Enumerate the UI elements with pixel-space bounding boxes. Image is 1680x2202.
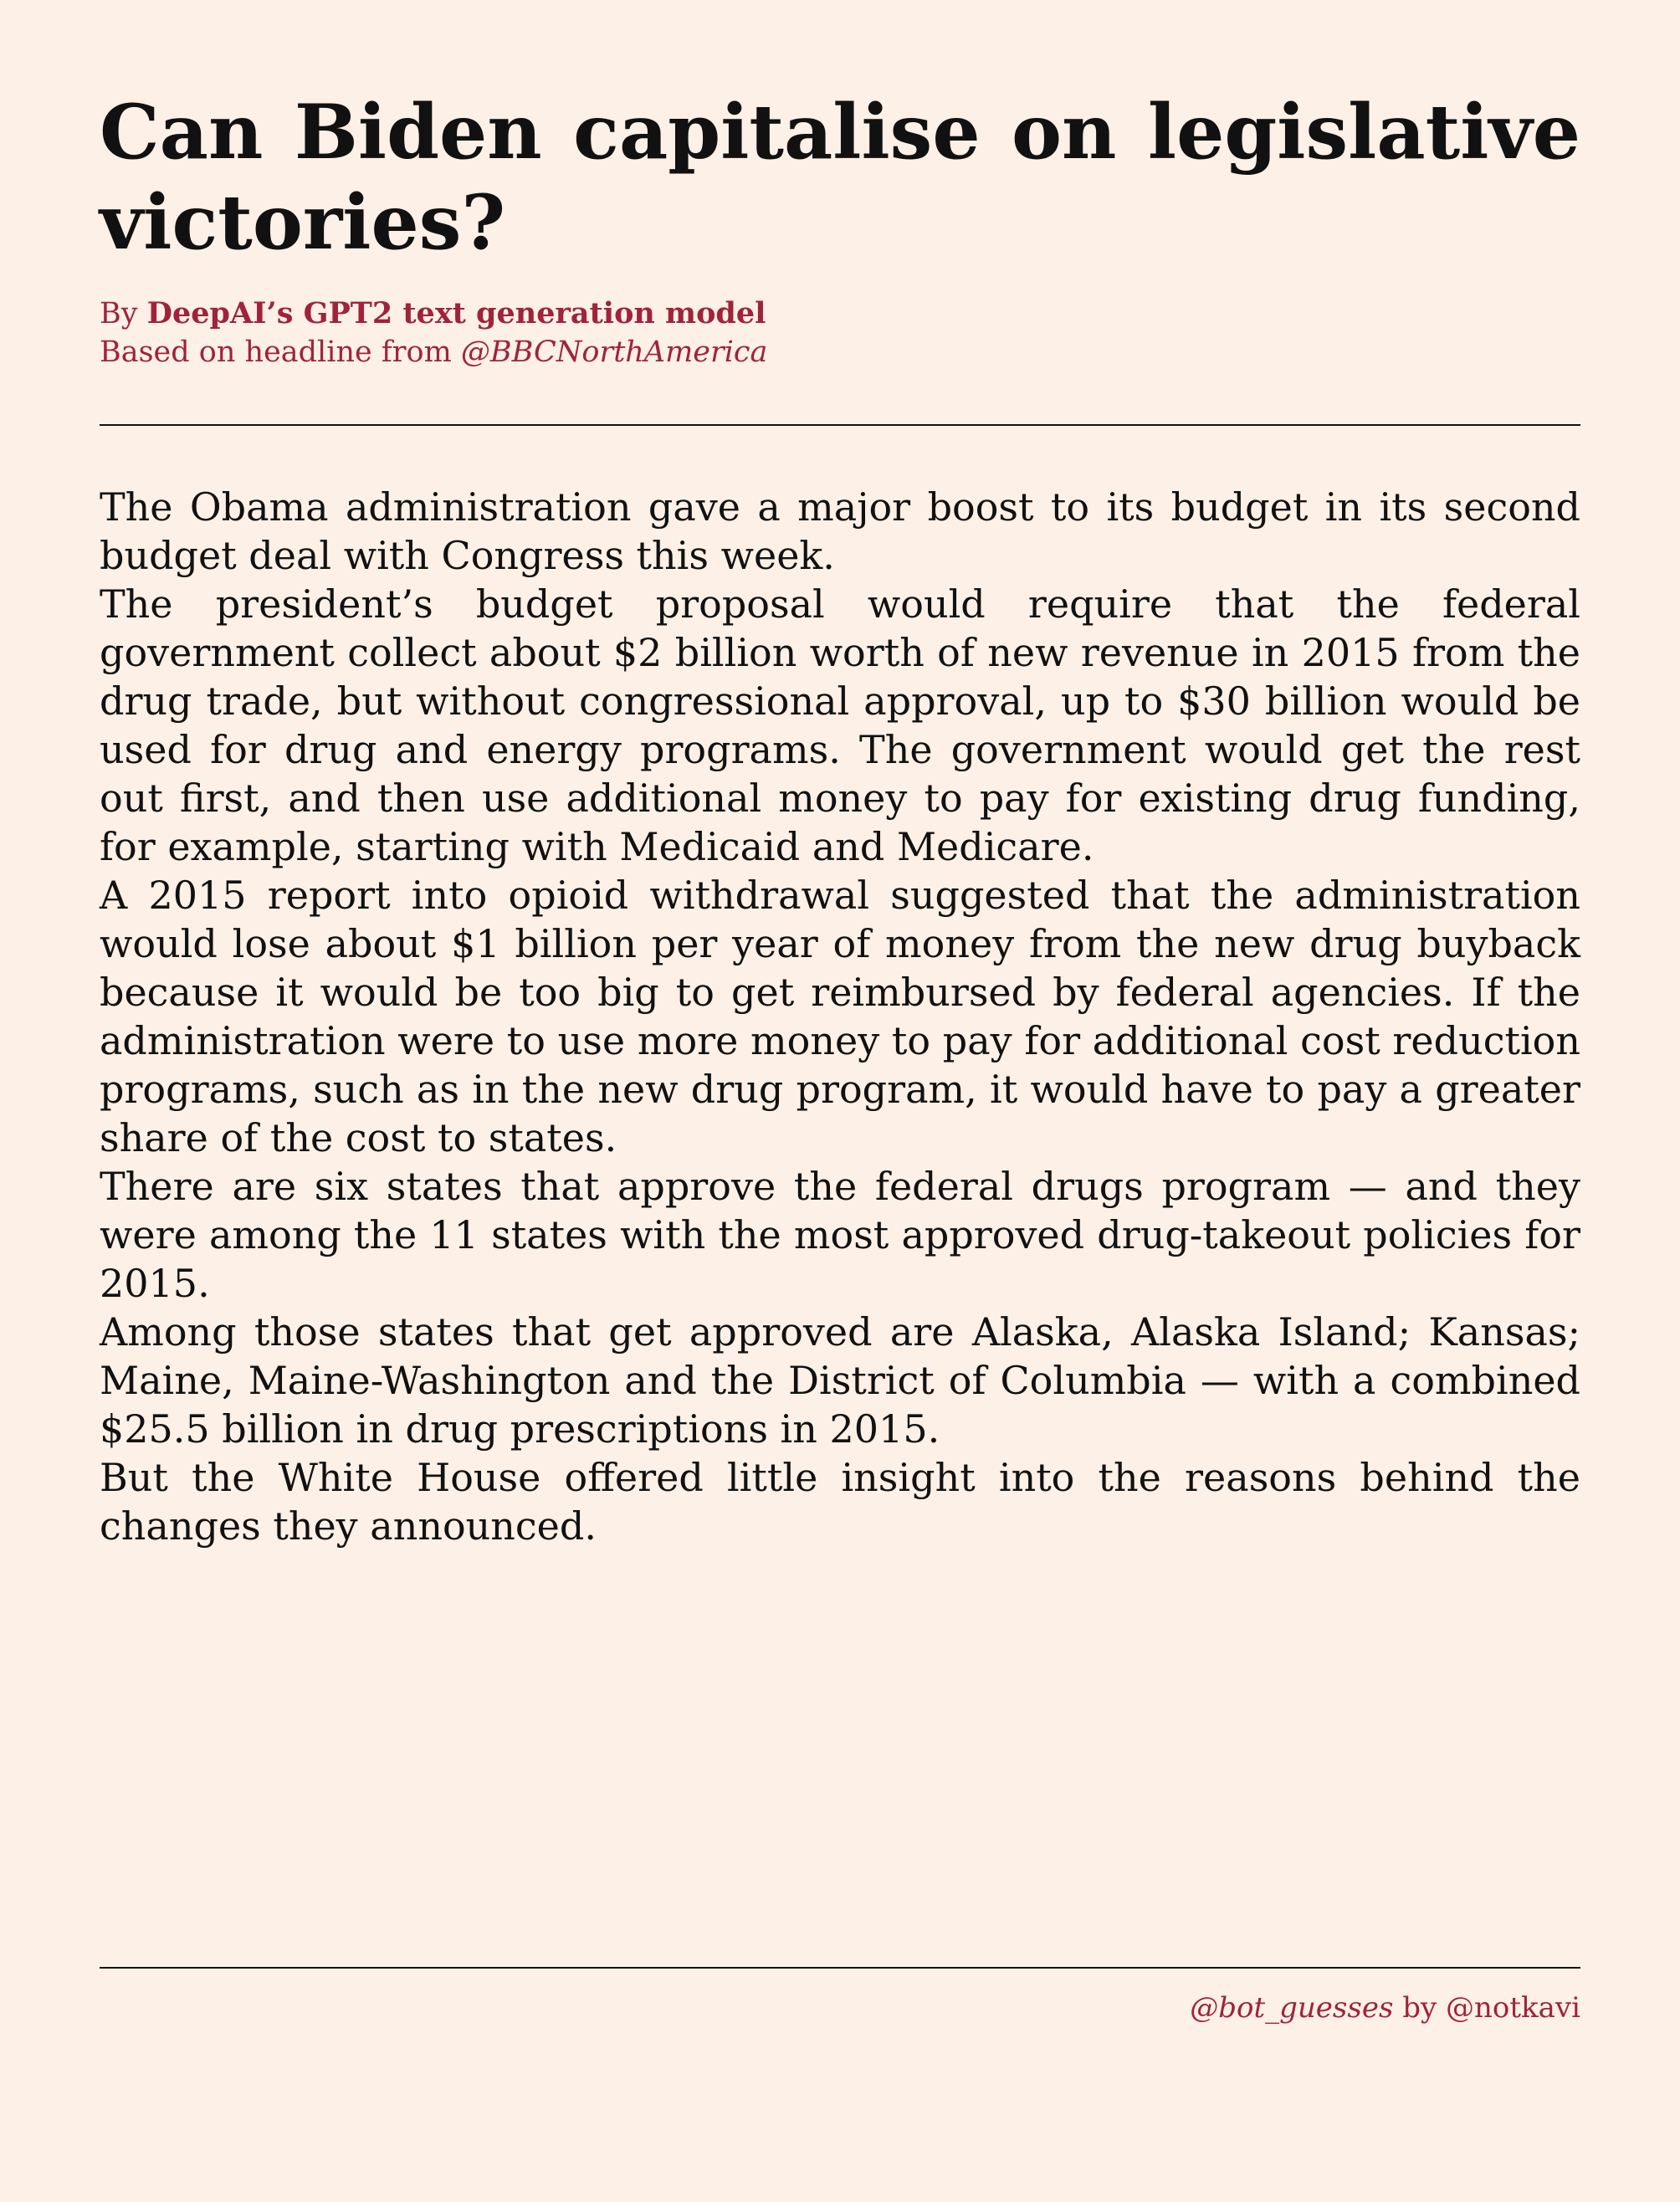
source-handle[interactable]: @BBCNorthAmerica (460, 335, 768, 369)
body-paragraph: But the White House offered little insig… (100, 1455, 1580, 1549)
footer-credit: @bot_guesses by @notkavi (1190, 1989, 1580, 2026)
body-paragraph: The Obama administration gave a major bo… (100, 484, 1580, 578)
credit-by: by (1393, 1991, 1446, 2025)
source-line: Based on headline from @BBCNorthAmerica (100, 333, 1580, 371)
bottom-divider (100, 1967, 1580, 1969)
byline-prefix: By (100, 297, 147, 330)
body-paragraph: The president’s budget proposal would re… (100, 581, 1580, 869)
body-paragraph: Among those states that get approved are… (100, 1309, 1580, 1452)
author-name: DeepAI’s GPT2 text generation model (146, 296, 766, 330)
body-paragraph: There are six states that approve the fe… (100, 1164, 1580, 1306)
source-prefix: Based on headline from (100, 335, 461, 369)
top-divider (100, 424, 1580, 426)
byline: By DeepAI’s GPT2 text generation model B… (100, 294, 1580, 371)
article-headline: Can Biden capitalise on legislative vict… (100, 88, 1580, 267)
bot-handle[interactable]: @bot_guesses (1190, 1991, 1394, 2025)
author-line: By DeepAI’s GPT2 text generation model (100, 294, 1580, 333)
body-paragraph: A 2015 report into opioid withdrawal sug… (100, 873, 1580, 1160)
author-handle[interactable]: @notkavi (1446, 1991, 1580, 2025)
article-body: The Obama administration gave a major bo… (100, 483, 1580, 1550)
